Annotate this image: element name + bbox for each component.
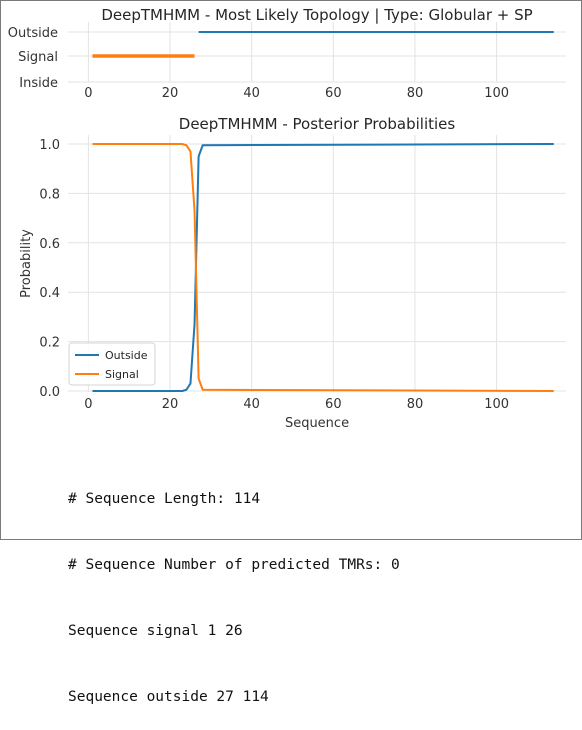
posterior-x-tick-label: 60 bbox=[325, 397, 342, 412]
posterior-y-tick-label: 0.0 bbox=[39, 385, 60, 400]
posterior-x-tick-label: 100 bbox=[484, 397, 509, 412]
topology-y-tick-label: Inside bbox=[19, 76, 58, 91]
topology-x-tick-label: 40 bbox=[243, 86, 260, 101]
posterior-legend: Outside Signal bbox=[68, 342, 156, 386]
topology-x-tick-label: 0 bbox=[84, 86, 92, 101]
posterior-chart-title: DeepTMHMM - Posterior Probabilities bbox=[179, 115, 456, 133]
legend-label-signal: Signal bbox=[105, 368, 139, 381]
posterior-x-tick-label: 80 bbox=[407, 397, 424, 412]
posterior-y-tick-label: 0.4 bbox=[39, 286, 60, 301]
posterior-y-tick-label: 0.6 bbox=[39, 237, 60, 252]
posterior-line-outside bbox=[92, 143, 554, 392]
posterior-x-tick-label: 0 bbox=[84, 397, 92, 412]
legend-label-outside: Outside bbox=[105, 349, 148, 362]
topology-x-tick-label: 80 bbox=[407, 86, 424, 101]
topology-x-tick-label: 20 bbox=[162, 86, 179, 101]
deeptmhmm-figure: 0 20 40 60 80 100 Inside Signal Outside DeepTMHMM… bbox=[8, 6, 566, 431]
topology-panel: 0 20 40 60 80 100 Inside Signal Outside DeepTMHMM… bbox=[8, 6, 566, 101]
posterior-y-tick-label: 0.8 bbox=[39, 187, 60, 202]
topology-y-tick-label: Outside bbox=[8, 26, 58, 41]
summary-line-outside: Sequence outside 27 114 bbox=[68, 689, 269, 705]
posterior-panel: 0 20 40 60 80 100 0.0 0.2 0.4 0.6 0.8 1.0 DeepTMHMM … bbox=[19, 115, 566, 431]
prediction-summary: # Sequence Length: 114 # Sequence Number… bbox=[68, 444, 400, 730]
summary-line-signal: Sequence signal 1 26 bbox=[68, 623, 243, 639]
summary-line-length: # Sequence Length: 114 bbox=[68, 491, 261, 507]
posterior-y-tick-label: 1.0 bbox=[39, 138, 60, 153]
posterior-x-tick-label: 40 bbox=[243, 397, 260, 412]
posterior-x-tick-label: 20 bbox=[162, 397, 179, 412]
topology-y-tick-label: Signal bbox=[18, 50, 58, 65]
topology-x-tick-label: 60 bbox=[325, 86, 342, 101]
posterior-y-axis-label: Probability bbox=[19, 229, 34, 298]
summary-line-tmr-count: # Sequence Number of predicted TMRs: 0 bbox=[68, 557, 400, 573]
topology-chart-title: DeepTMHMM - Most Likely Topology | Type:… bbox=[101, 6, 532, 24]
topology-x-tick-label: 100 bbox=[484, 86, 509, 101]
posterior-x-axis-label: Sequence bbox=[285, 416, 349, 431]
posterior-line-signal bbox=[92, 143, 554, 392]
posterior-y-tick-label: 0.2 bbox=[39, 336, 60, 351]
